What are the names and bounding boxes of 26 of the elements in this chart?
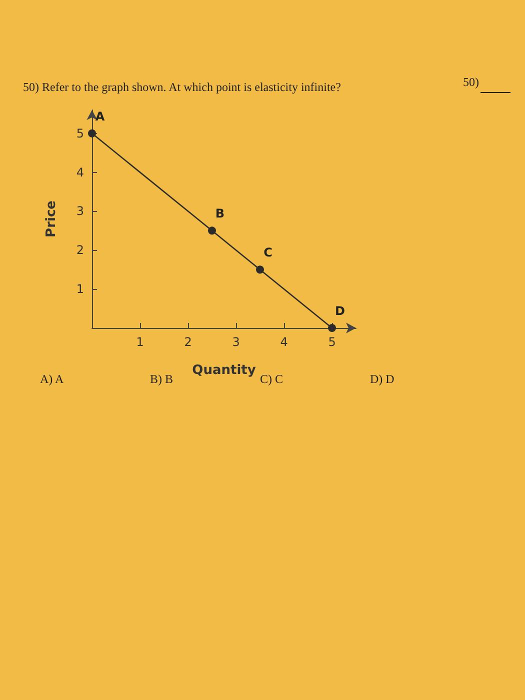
y-tick-label: 1 <box>76 282 84 296</box>
y-tick-label: 3 <box>76 204 84 218</box>
x-tick-label: 2 <box>184 335 192 349</box>
x-tick-label: 5 <box>328 335 336 349</box>
data-label: D <box>335 304 346 318</box>
point <box>88 129 96 138</box>
point <box>256 266 264 274</box>
data-label: B <box>215 206 225 221</box>
data-label: A <box>95 109 106 124</box>
x-tick-label: 1 <box>136 335 144 349</box>
y-tick-label: 4 <box>76 165 84 180</box>
text: C) C <box>260 372 284 386</box>
data-label: C <box>264 246 273 260</box>
x-tick-label: 4 <box>280 335 288 349</box>
point <box>328 324 336 332</box>
text: A) A <box>40 372 64 386</box>
y-tick-label: 2 <box>76 243 84 258</box>
text: 50) <box>463 75 480 89</box>
x-tick-label: 3 <box>232 335 240 349</box>
x-axis-title: Quantity <box>192 363 256 378</box>
point <box>208 226 216 235</box>
y-tick-label: 5 <box>76 126 84 140</box>
text: B) B <box>150 372 174 386</box>
chart-title: 50) Refer to the graph shown. At which point is elasticity infinite? <box>23 80 341 94</box>
text: D) D <box>370 372 395 386</box>
y-axis-title: Price <box>44 200 59 238</box>
